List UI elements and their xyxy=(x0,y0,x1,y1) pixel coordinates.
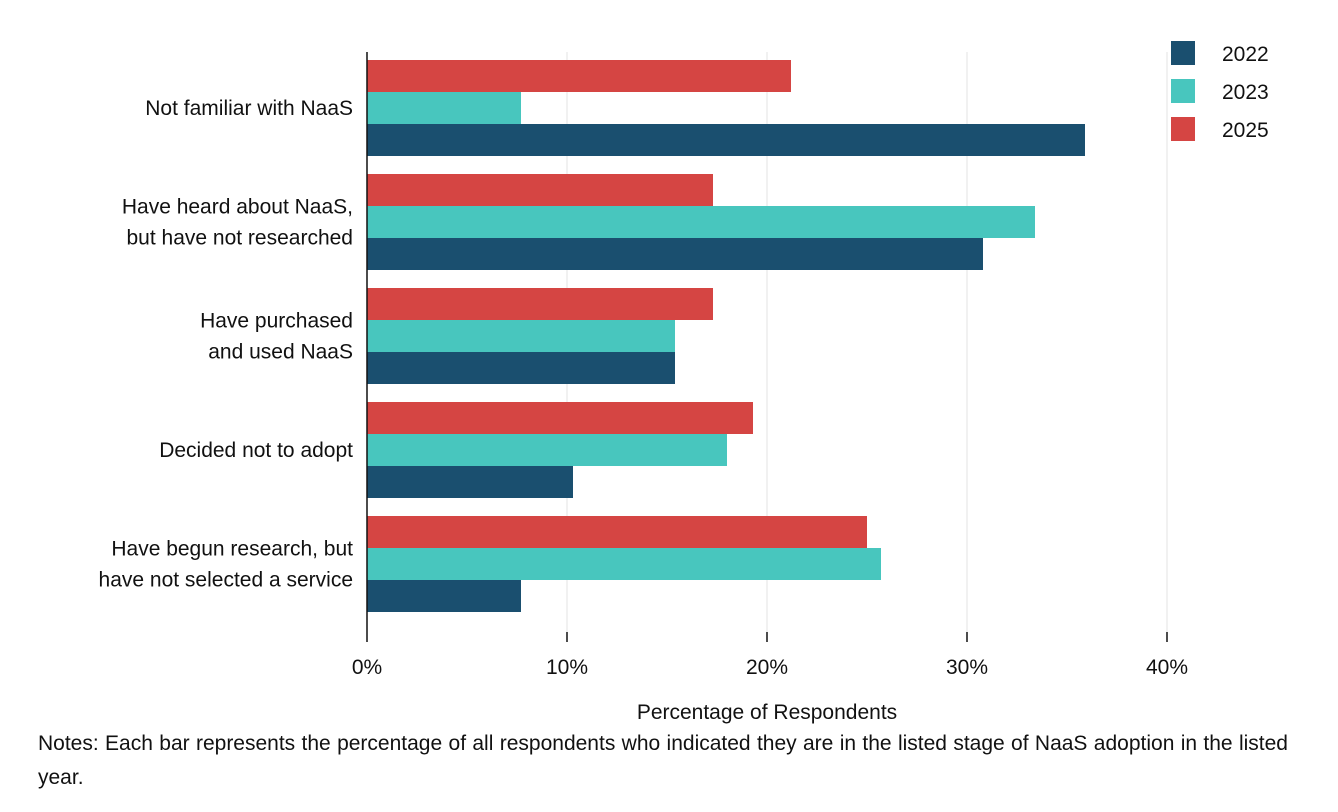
bar-2023 xyxy=(367,92,521,124)
category-label: Have heard about NaaS, xyxy=(122,196,353,219)
bar-2022 xyxy=(367,466,573,498)
bar-2025 xyxy=(367,402,753,434)
bar-2023 xyxy=(367,206,1035,238)
bar-2022 xyxy=(367,124,1085,156)
bar-2023 xyxy=(367,548,881,580)
legend-label-2022: 2022 xyxy=(1222,43,1269,66)
category-label: but have not researched xyxy=(127,227,354,250)
category-labels: Not familiar with NaaS Have heard about N… xyxy=(99,97,354,592)
bar-2022 xyxy=(367,238,983,270)
legend-label-2023: 2023 xyxy=(1222,81,1269,104)
legend-swatch-2023 xyxy=(1171,79,1195,103)
category-label: and used NaaS xyxy=(208,341,353,364)
legend: 2022 2023 2025 xyxy=(1171,41,1269,142)
bar-2025 xyxy=(367,174,713,206)
bar-2023 xyxy=(367,434,727,466)
legend-label-2025: 2025 xyxy=(1222,119,1269,142)
x-axis-title: Percentage of Respondents xyxy=(637,701,897,724)
legend-swatch-2022 xyxy=(1171,41,1195,65)
x-tick-label: 10% xyxy=(546,656,588,679)
legend-swatch-2025 xyxy=(1171,117,1195,141)
category-label: have not selected a service xyxy=(99,569,353,592)
x-tick-label: 30% xyxy=(946,656,988,679)
bar-2025 xyxy=(367,516,867,548)
bar-2023 xyxy=(367,320,675,352)
bar-2022 xyxy=(367,352,675,384)
category-label: Have begun research, but xyxy=(111,538,353,561)
category-label: Not familiar with NaaS xyxy=(145,97,353,120)
chart-notes: Notes: Each bar represents the percentag… xyxy=(38,732,1288,789)
bar-2025 xyxy=(367,288,713,320)
category-label: Have purchased xyxy=(200,310,353,333)
bar-chart: Not familiar with NaaS Have heard about N… xyxy=(99,41,1269,724)
bar-2025 xyxy=(367,60,791,92)
category-label: Decided not to adopt xyxy=(159,439,353,462)
x-tick-label: 40% xyxy=(1146,656,1188,679)
x-tick-label: 0% xyxy=(352,656,382,679)
x-axis-ticks: 0% 10% 20% 30% 40% xyxy=(352,632,1188,679)
bars xyxy=(367,60,1085,612)
bar-2022 xyxy=(367,580,521,612)
x-tick-label: 20% xyxy=(746,656,788,679)
